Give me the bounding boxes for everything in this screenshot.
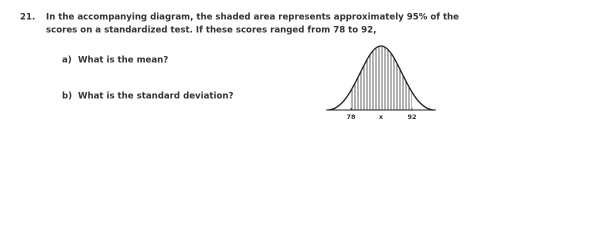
- part-label: b): [62, 92, 72, 102]
- part-label: a): [62, 56, 72, 66]
- axis-label: 78: [346, 113, 356, 121]
- axis-label: x: [379, 113, 384, 121]
- worksheet: 21. In the accompanying diagram, the sha…: [0, 0, 614, 123]
- part-text: What is the standard deviation?: [78, 92, 233, 102]
- part-text: What is the mean?: [78, 56, 168, 66]
- question-line: scores on a standardized test. If these …: [46, 26, 376, 36]
- curve: [327, 45, 435, 111]
- axis-label: 92: [407, 113, 416, 121]
- background: [0, 0, 614, 123]
- question-number: 21.: [20, 13, 35, 23]
- question-line: In the accompanying diagram, the shaded …: [46, 13, 459, 23]
